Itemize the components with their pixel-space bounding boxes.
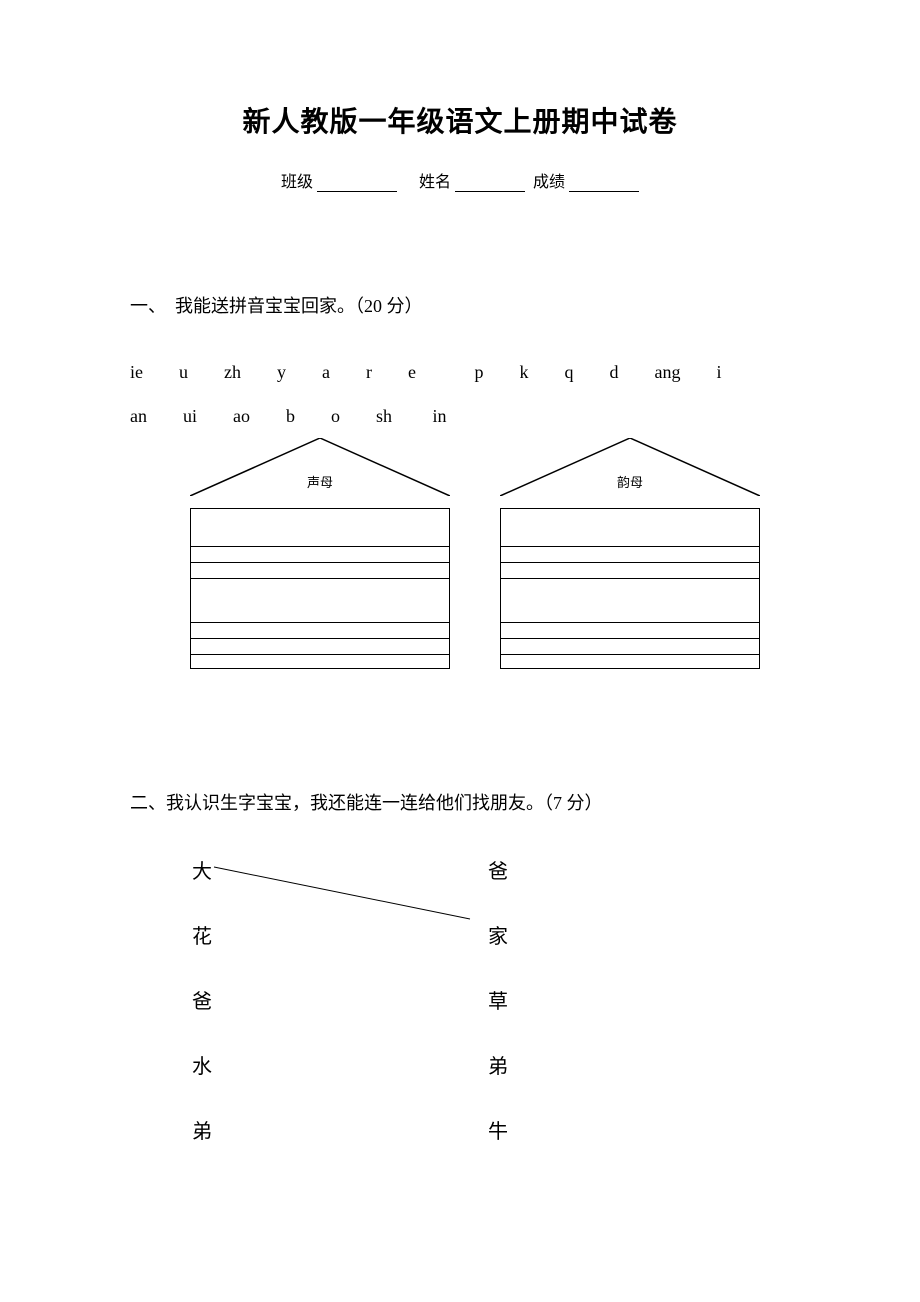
name-label: 姓名 (419, 174, 451, 191)
writing-line[interactable] (191, 623, 449, 639)
pinyin-row-2: an ui ao b o sh in (130, 402, 790, 428)
match-row[interactable]: 水弟 (190, 1050, 510, 1079)
writing-line[interactable] (191, 639, 449, 655)
class-blank[interactable] (317, 191, 397, 192)
pinyin-row-1: ie u zh y a r e p k q d ang i (130, 358, 790, 384)
match-row[interactable]: 花家 (190, 920, 510, 949)
writing-line[interactable] (501, 639, 759, 655)
writing-line[interactable] (191, 579, 449, 623)
page-title: 新人教版一年级语文上册期中试卷 (130, 100, 790, 140)
house-shengmu: 声母 (190, 438, 450, 669)
match-right-char[interactable]: 爸 (486, 855, 510, 884)
student-info-line: 班级 姓名 成绩 (130, 168, 790, 192)
writing-line[interactable] (501, 547, 759, 563)
match-left-char[interactable]: 弟 (190, 1115, 214, 1144)
match-row[interactable]: 弟牛 (190, 1115, 510, 1144)
match-right-char[interactable]: 家 (486, 920, 510, 949)
roof-label-shengmu: 声母 (190, 472, 450, 491)
roof-shengmu: 声母 (190, 438, 450, 496)
class-label: 班级 (281, 174, 313, 191)
house-body-shengmu[interactable] (190, 508, 450, 669)
writing-line[interactable] (501, 623, 759, 639)
match-right-char[interactable]: 弟 (486, 1050, 510, 1079)
match-right-char[interactable]: 牛 (486, 1115, 510, 1144)
writing-line[interactable] (501, 509, 759, 547)
writing-line[interactable] (501, 579, 759, 623)
writing-line[interactable] (191, 547, 449, 563)
house-yunmu: 韵母 (500, 438, 760, 669)
section-1-heading: 一、 我能送拼音宝宝回家。（20 分） (130, 292, 790, 318)
match-row[interactable]: 大爸 (190, 855, 510, 884)
house-body-yunmu[interactable] (500, 508, 760, 669)
writing-line[interactable] (191, 655, 449, 669)
writing-line[interactable] (501, 655, 759, 669)
match-left-char[interactable]: 爸 (190, 985, 214, 1014)
match-left-char[interactable]: 花 (190, 920, 214, 949)
writing-line[interactable] (191, 509, 449, 547)
match-left-char[interactable]: 水 (190, 1050, 214, 1079)
score-label: 成绩 (533, 174, 565, 191)
roof-label-yunmu: 韵母 (500, 472, 760, 491)
writing-line[interactable] (191, 563, 449, 579)
match-area[interactable]: 大爸花家爸草水弟弟牛 (190, 855, 510, 1144)
section-2-heading: 二、我认识生字宝宝，我还能连一连给他们找朋友。（7 分） (130, 789, 790, 815)
houses-container: 声母 韵母 (190, 438, 790, 669)
score-blank[interactable] (569, 191, 639, 192)
writing-line[interactable] (501, 563, 759, 579)
match-right-char[interactable]: 草 (486, 985, 510, 1014)
name-blank[interactable] (455, 191, 525, 192)
match-row[interactable]: 爸草 (190, 985, 510, 1014)
roof-yunmu: 韵母 (500, 438, 760, 496)
match-left-char[interactable]: 大 (190, 855, 214, 884)
